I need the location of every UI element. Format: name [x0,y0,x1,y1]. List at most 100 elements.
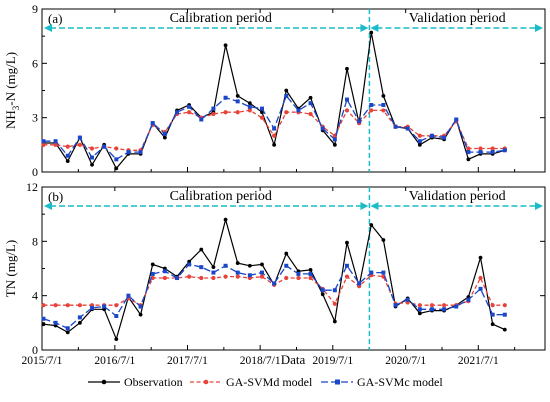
series-line [43,263,505,330]
data-point [65,153,70,158]
data-point [41,303,46,308]
data-point [235,99,240,104]
data-point [381,238,386,242]
data-point [442,135,447,140]
legend: Observation GA-SVMd model GA-SVMc model [88,375,443,389]
data-point [344,108,350,113]
data-point [187,262,192,267]
data-point [478,146,483,151]
data-point [284,110,289,115]
data-point [332,288,337,293]
legend-marker [101,379,107,385]
data-point [65,144,70,149]
data-point [77,135,82,140]
calibration-arrow [44,202,369,210]
data-point [466,150,471,155]
data-point [393,124,398,129]
data-point [454,304,459,309]
series-ga-svmd [41,273,507,308]
data-point [332,301,337,306]
panel-a: 0 3 6 9 (a) NH3-N (mg/L) Calibration period Val… [3,2,546,179]
data-point [235,94,240,98]
legend-label: GA-SVMc model [357,375,443,389]
data-point [90,162,94,167]
data-point [65,330,70,335]
data-point [187,104,192,109]
data-point [429,303,435,308]
panel-label: (b) [48,189,63,204]
data-point [53,139,58,144]
data-point [260,262,264,267]
y-tick-label: 3 [32,111,38,125]
data-point [284,263,289,268]
data-point [332,142,337,147]
data-point [223,43,228,48]
data-point [272,133,277,138]
calibration-period-label: Calibration period [170,11,272,26]
series-observation [41,30,507,171]
data-point [235,110,240,115]
legend-item-ga-svmd: GA-SVMd model [190,375,313,389]
data-point [478,286,483,291]
data-point [114,146,119,151]
data-point [65,159,70,164]
data-point [259,106,264,111]
data-point [138,312,143,317]
data-point [199,265,204,270]
data-point [478,150,483,155]
data-point [405,126,410,131]
data-point [502,303,507,308]
data-point [223,263,228,268]
x-tick-label: 2017/7/1 [167,355,208,367]
data-point [502,327,507,332]
data-point [320,126,325,131]
data-point [369,223,374,227]
data-point [199,275,204,281]
series-line [43,274,505,307]
data-point [162,269,167,274]
data-point [162,275,167,281]
data-point [417,303,422,308]
data-point [90,305,95,310]
x-tick-label: 2016/7/1 [94,355,135,367]
data-point [114,157,119,162]
data-point [65,303,70,308]
data-point [442,307,447,312]
data-point [138,150,143,155]
legend-item-ga-svmc: GA-SVMc model [321,375,443,389]
data-point [344,97,349,102]
data-point [320,292,325,297]
series-line [43,32,505,170]
validation-period-label: Validation period [409,189,506,204]
data-point [150,271,155,276]
data-point [223,95,228,100]
y-tick-label: 6 [32,56,38,70]
data-point [138,304,143,309]
data-point [272,281,277,286]
data-point [199,247,204,252]
data-point [296,108,301,113]
data-point [417,133,422,138]
validation-arrow [370,24,543,32]
data-point [77,303,82,308]
data-point [223,217,228,222]
legend-label: Observation [124,375,183,389]
data-point [308,275,313,281]
data-point [490,312,495,317]
data-point [53,303,58,308]
data-point [53,320,58,325]
data-point [502,312,507,317]
data-point [53,142,58,147]
calibration-period-label: Calibration period [170,189,272,204]
data-point [126,150,131,155]
data-point [490,322,495,327]
legend-marker [203,379,209,385]
data-point [308,271,313,276]
y-tick-label: 12 [26,180,38,194]
data-point [150,121,155,126]
data-point [199,117,204,122]
data-point [369,108,374,113]
data-point [381,270,386,275]
y-axis-title: NH3-N (mg/L) [3,52,21,129]
data-point [223,110,228,115]
